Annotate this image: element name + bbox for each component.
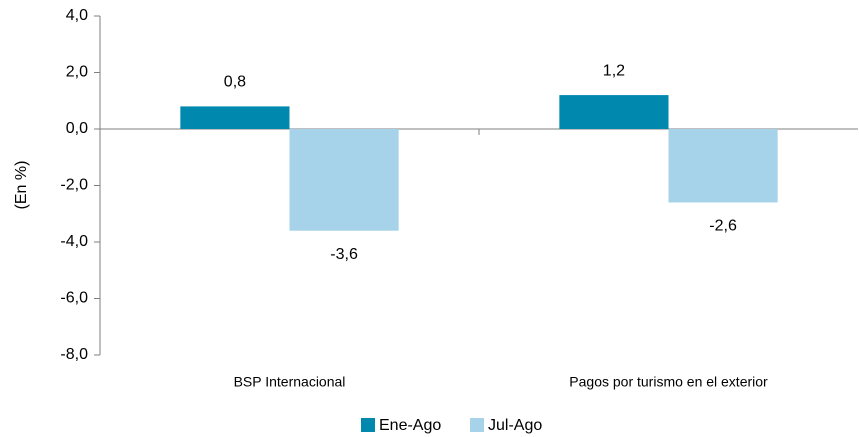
bar [559, 95, 669, 129]
legend-label: Jul-Ago [488, 417, 542, 434]
data-label: 1,2 [603, 62, 625, 79]
y-tick-label: 4,0 [66, 7, 88, 24]
bar [668, 129, 778, 203]
y-tick-label: -6,0 [60, 290, 88, 307]
x-tick-label: Pagos por turismo en el exterior [569, 374, 768, 390]
y-tick-label: 0,0 [66, 120, 88, 137]
y-tick-label: -2,0 [60, 177, 88, 194]
data-label: 0,8 [224, 74, 246, 91]
y-tick-label: -4,0 [60, 233, 88, 250]
legend-swatch [470, 418, 484, 432]
bar [289, 129, 399, 231]
y-axis-title: (En %) [13, 161, 30, 210]
legend-swatch [361, 418, 375, 432]
data-label: -2,6 [709, 218, 737, 235]
y-tick-label: 2,0 [66, 64, 88, 81]
x-tick-label: BSP Internacional [234, 374, 346, 390]
bar [180, 106, 290, 129]
data-label: -3,6 [330, 246, 358, 263]
y-tick-label: -8,0 [60, 346, 88, 363]
legend-label: Ene-Ago [379, 417, 441, 434]
